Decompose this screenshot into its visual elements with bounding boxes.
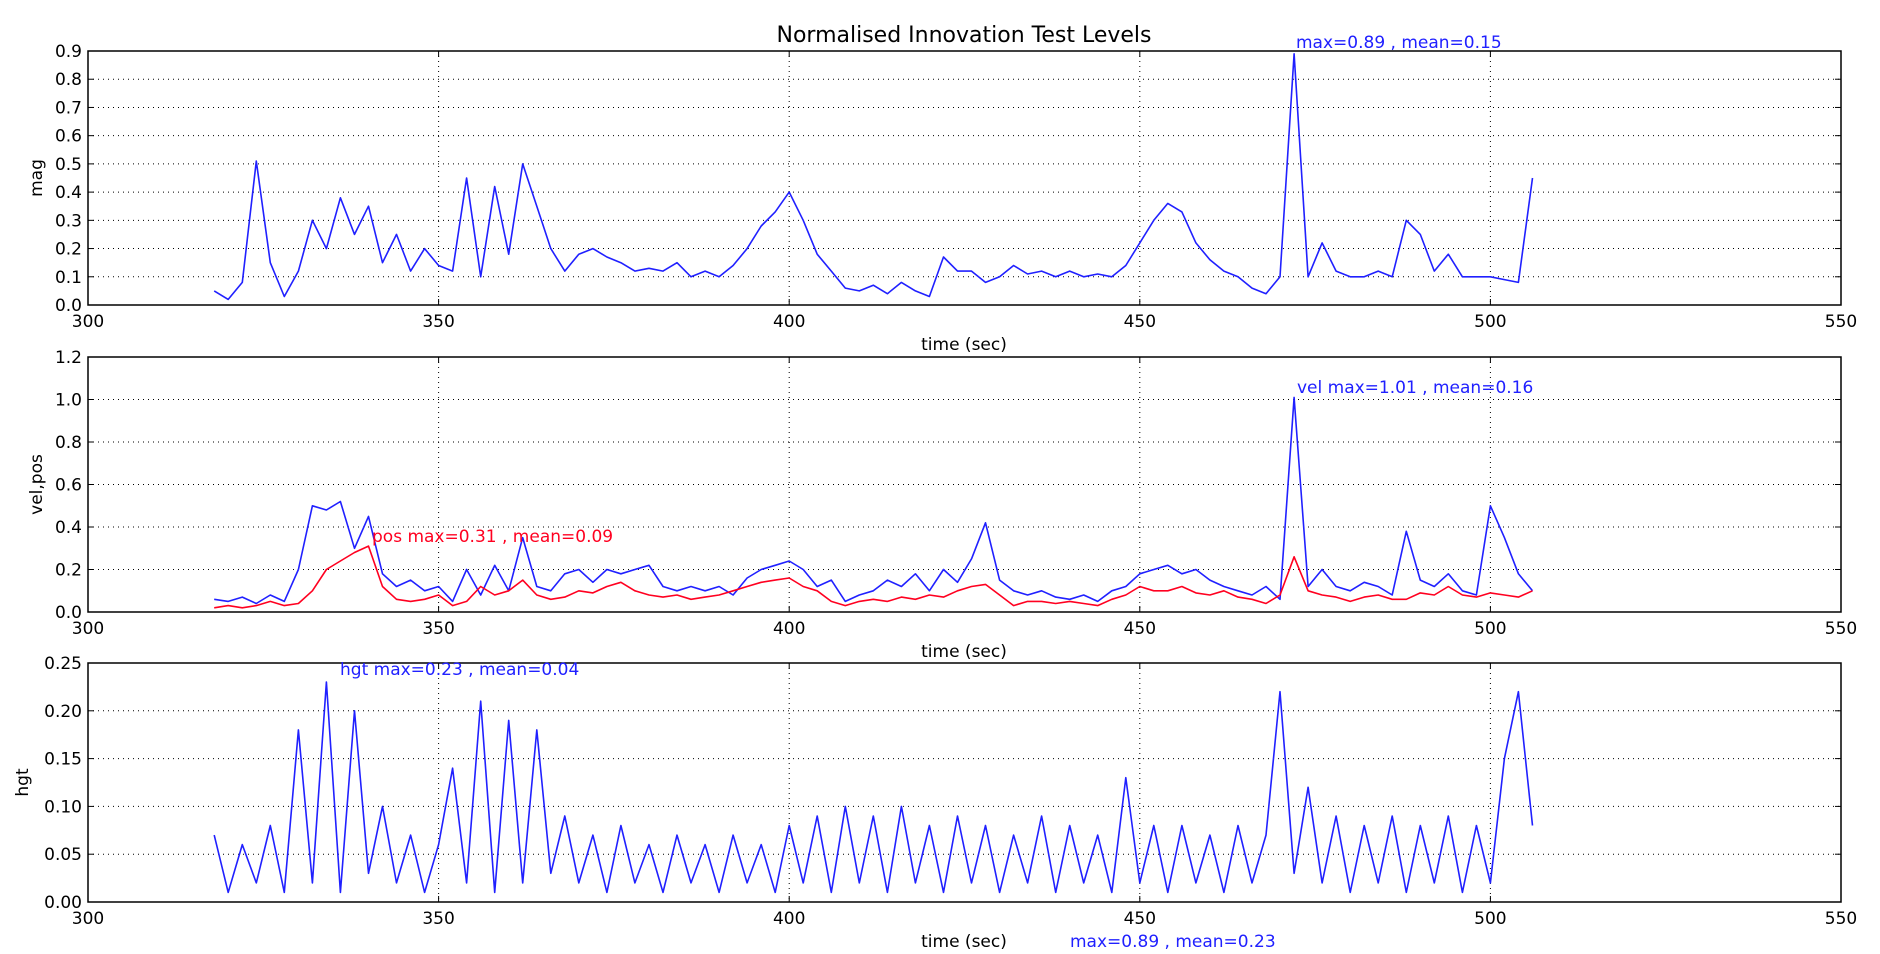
x-tick-label: 300 [72,312,104,332]
stats-annotation: max=0.89 , mean=0.15 [1296,33,1502,53]
y-tick-label: 1.0 [55,391,82,411]
stats-annotation: pos max=0.31 , mean=0.09 [372,527,613,547]
stats-annotation: vel max=1.01 , mean=0.16 [1297,378,1533,398]
x-tick-label: 400 [773,909,805,929]
x-tick-label: 550 [1825,312,1857,332]
y-tick-label: 0.5 [55,155,82,175]
y-tick-label: 0.9 [55,42,82,62]
x-tick-label: 500 [1474,312,1506,332]
series-line-0 [214,396,1534,605]
y-tick-label: 0.2 [55,561,82,581]
series-line-0 [213,53,1534,301]
y-tick-label: 0.0 [55,296,82,316]
x-axis-label: time (sec) [921,335,1007,355]
y-tick-label: 0.20 [44,702,82,722]
subplot-hgt: 300 350 400 450 500 550 0.00 0.05 0.10 0.15 0.20 0.… [13,654,1857,952]
subplot-vel-pos: 300 350 400 450 500 550 0.0 0.2 0.4 0.6 0.8 1.0 1.2 t… [27,348,1857,662]
x-tick-label: 550 [1825,619,1857,639]
x-tick-label: 500 [1474,619,1506,639]
y-tick-label: 0.6 [55,476,82,496]
y-tick-label: 0.8 [55,70,82,90]
y-tick-label: 0.25 [44,654,82,674]
y-tick-label: 0.10 [44,797,82,817]
x-tick-label: 450 [1124,312,1156,332]
series-line-1 [214,545,1533,609]
stats-annotation: hgt max=0.23 , mean=0.04 [340,660,579,680]
y-tick-label: 0.2 [55,240,82,260]
x-tick-label: 350 [422,312,454,332]
x-axis-label: time (sec) [921,932,1007,952]
series-line-0 [213,681,1534,894]
x-tick-label: 400 [773,312,805,332]
axes-frame [87,50,1842,306]
axes-frame [87,356,1842,613]
subplot-mag: 300 350 400 450 500 550 0.0 0.1 0.2 0.3 0.4 0.5 0.6 0… [27,33,1857,355]
y-axis-label: mag [27,159,47,197]
x-tick-label: 300 [72,619,104,639]
y-tick-label: 0.3 [55,211,82,231]
x-tick-label: 350 [422,619,454,639]
x-tick-label: 450 [1124,909,1156,929]
y-tick-label: 0.6 [55,127,82,147]
stats-annotation: max=0.89 , mean=0.23 [1070,932,1276,952]
y-tick-label: 0.8 [55,433,82,453]
y-axis-label: hgt [13,768,33,797]
x-tick-label: 300 [72,909,104,929]
y-tick-label: 0.4 [55,518,82,538]
x-tick-label: 350 [422,909,454,929]
y-tick-label: 0.00 [44,893,82,913]
x-tick-label: 450 [1124,619,1156,639]
chart-title: Normalised Innovation Test Levels [777,23,1152,48]
y-tick-label: 1.2 [55,348,82,368]
x-tick-label: 550 [1825,909,1857,929]
y-tick-label: 0.4 [55,183,82,203]
axes-frame [87,662,1842,903]
y-tick-label: 0.05 [44,845,82,865]
x-tick-label: 500 [1474,909,1506,929]
y-tick-label: 0.7 [55,98,82,118]
y-axis-label: vel,pos [27,454,47,515]
y-tick-label: 0.0 [55,603,82,623]
y-tick-label: 0.1 [55,268,82,288]
y-tick-label: 0.15 [44,750,82,770]
x-tick-label: 400 [773,619,805,639]
x-axis-label: time (sec) [921,642,1007,662]
